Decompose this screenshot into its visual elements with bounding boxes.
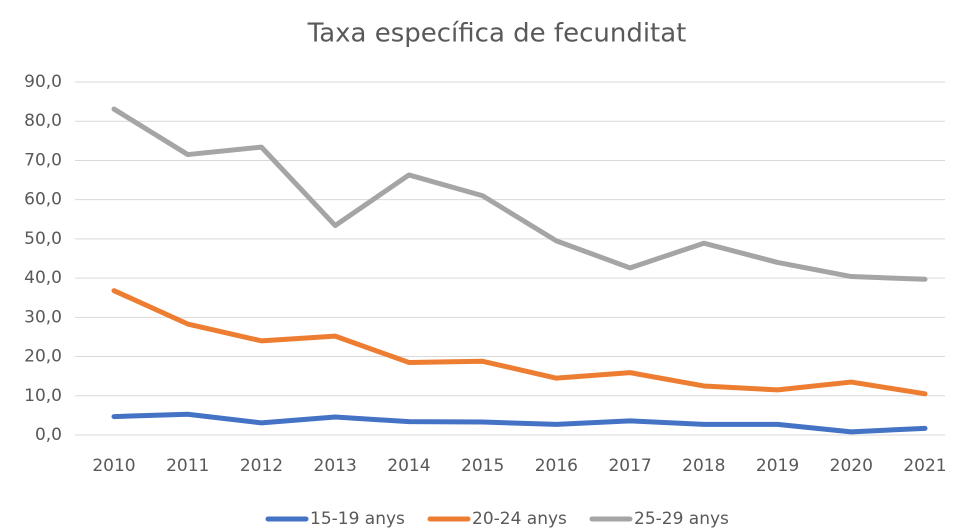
chart-title: Taxa específica de fecunditat [307,19,687,49]
series-line [111,411,928,435]
x-tick-label: 2014 [387,456,430,476]
series-line [111,288,928,397]
series-line [111,106,928,282]
x-tick-label: 2017 [608,456,651,476]
x-tick-label: 2016 [535,456,578,476]
legend-label: 20-24 anys [472,509,567,529]
y-tick-label: 50,0 [24,229,62,249]
x-tick-label: 2012 [240,456,283,476]
y-tick-label: 40,0 [24,268,62,288]
x-tick-label: 2018 [682,456,725,476]
y-tick-label: 60,0 [24,190,62,210]
y-tick-label: 80,0 [24,111,62,131]
x-tick-label: 2010 [92,456,135,476]
y-tick-label: 0,0 [35,425,62,445]
y-tick-label: 70,0 [24,150,62,170]
x-tick-label: 2019 [756,456,799,476]
y-tick-label: 90,0 [24,72,62,92]
x-tick-label: 2020 [830,456,873,476]
legend-label: 25-29 anys [634,509,729,529]
y-tick-label: 10,0 [24,386,62,406]
x-tick-label: 2011 [166,456,209,476]
x-tick-label: 2013 [314,456,357,476]
x-tick-label: 2015 [461,456,504,476]
y-tick-label: 20,0 [24,347,62,367]
y-tick-label: 30,0 [24,307,62,327]
x-tick-label: 2021 [903,456,946,476]
legend-label: 15-19 anys [310,509,405,529]
